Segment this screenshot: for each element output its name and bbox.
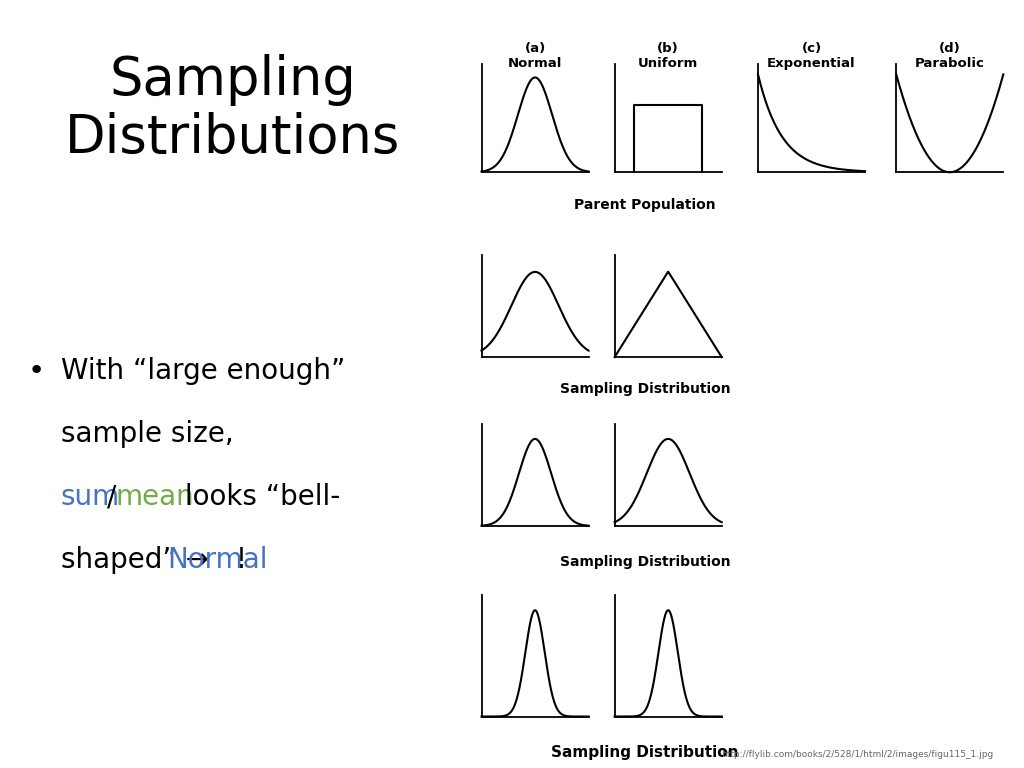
Text: Normal: Normal xyxy=(167,546,267,574)
Text: (c)
Exponential: (c) Exponential xyxy=(767,42,856,70)
Text: (b)
Uniform: (b) Uniform xyxy=(638,42,698,70)
Text: sum: sum xyxy=(60,483,120,511)
Text: Sampling Distribution: Sampling Distribution xyxy=(560,382,730,396)
Text: !: ! xyxy=(236,546,247,574)
Text: sample size,: sample size, xyxy=(60,420,233,448)
Text: Sampling Distribution: Sampling Distribution xyxy=(560,555,730,569)
Text: •: • xyxy=(28,357,45,385)
Text: (a)
Normal: (a) Normal xyxy=(508,42,562,70)
Text: /: / xyxy=(108,483,117,511)
Text: With “large enough”: With “large enough” xyxy=(60,357,345,385)
Text: Sampling Distribution: Sampling Distribution xyxy=(551,745,739,760)
Text: (d)
Parabolic: (d) Parabolic xyxy=(914,42,985,70)
Text: looks “bell-: looks “bell- xyxy=(176,483,340,511)
Text: shaped” →: shaped” → xyxy=(60,546,217,574)
Text: mean: mean xyxy=(116,483,195,511)
Text: Sampling
Distributions: Sampling Distributions xyxy=(66,54,400,164)
Text: Parent Population: Parent Population xyxy=(574,198,716,212)
Text: http://flylib.com/books/2/528/1/html/2/images/figu115_1.jpg: http://flylib.com/books/2/528/1/html/2/i… xyxy=(721,750,993,759)
